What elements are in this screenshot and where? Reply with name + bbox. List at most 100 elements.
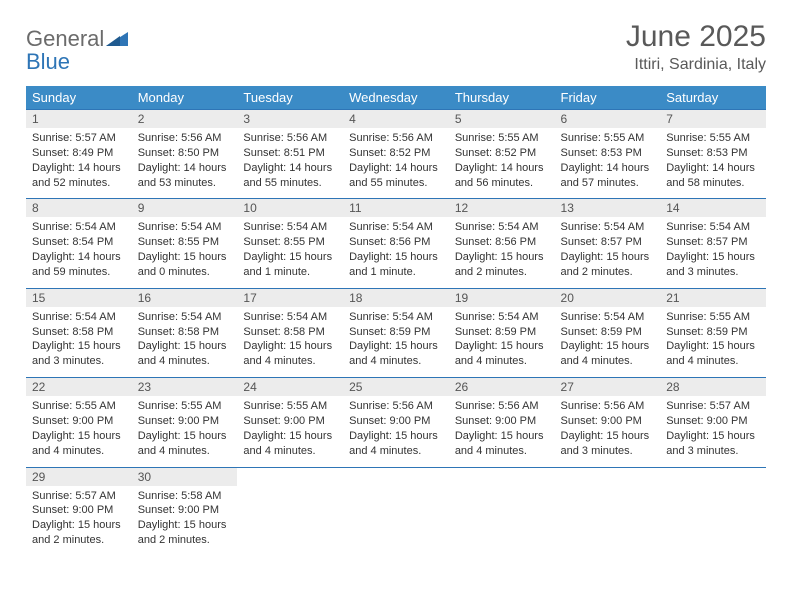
day-data: Sunrise: 5:55 AMSunset: 9:00 PMDaylight:…	[237, 396, 343, 466]
day-cell: 22Sunrise: 5:55 AMSunset: 9:00 PMDayligh…	[26, 378, 132, 467]
day-cell: 8Sunrise: 5:54 AMSunset: 8:54 PMDaylight…	[26, 199, 132, 288]
day-header-sunday: Sunday	[26, 86, 132, 110]
day-number: 15	[26, 289, 132, 307]
day-cell: 5Sunrise: 5:55 AMSunset: 8:52 PMDaylight…	[449, 110, 555, 199]
logo-text-2: Blue	[26, 49, 70, 74]
day-cell: 28Sunrise: 5:57 AMSunset: 9:00 PMDayligh…	[660, 378, 766, 467]
day-data: Sunrise: 5:56 AMSunset: 9:00 PMDaylight:…	[343, 396, 449, 466]
day-cell: ..	[237, 467, 343, 556]
day-number: 24	[237, 378, 343, 396]
day-data: Sunrise: 5:55 AMSunset: 9:00 PMDaylight:…	[26, 396, 132, 466]
day-cell: 2Sunrise: 5:56 AMSunset: 8:50 PMDaylight…	[132, 110, 238, 199]
day-number: 14	[660, 199, 766, 217]
day-cell: 27Sunrise: 5:56 AMSunset: 9:00 PMDayligh…	[555, 378, 661, 467]
day-number: 4	[343, 110, 449, 128]
day-cell: ..	[660, 467, 766, 556]
day-cell: 20Sunrise: 5:54 AMSunset: 8:59 PMDayligh…	[555, 288, 661, 377]
title-block: June 2025 Ittiri, Sardinia, Italy	[626, 20, 766, 74]
day-data: Sunrise: 5:56 AMSunset: 8:50 PMDaylight:…	[132, 128, 238, 198]
day-data: Sunrise: 5:55 AMSunset: 8:53 PMDaylight:…	[660, 128, 766, 198]
week-row: 8Sunrise: 5:54 AMSunset: 8:54 PMDaylight…	[26, 199, 766, 288]
logo: General Blue	[26, 28, 128, 74]
day-cell: 12Sunrise: 5:54 AMSunset: 8:56 PMDayligh…	[449, 199, 555, 288]
day-cell: 1Sunrise: 5:57 AMSunset: 8:49 PMDaylight…	[26, 110, 132, 199]
day-number: 1	[26, 110, 132, 128]
day-data: Sunrise: 5:54 AMSunset: 8:57 PMDaylight:…	[660, 217, 766, 287]
day-data: Sunrise: 5:57 AMSunset: 9:00 PMDaylight:…	[660, 396, 766, 466]
day-data: Sunrise: 5:54 AMSunset: 8:55 PMDaylight:…	[132, 217, 238, 287]
week-row: 1Sunrise: 5:57 AMSunset: 8:49 PMDaylight…	[26, 110, 766, 199]
day-data: Sunrise: 5:54 AMSunset: 8:59 PMDaylight:…	[343, 307, 449, 377]
day-number: 21	[660, 289, 766, 307]
day-cell: 19Sunrise: 5:54 AMSunset: 8:59 PMDayligh…	[449, 288, 555, 377]
day-number: 26	[449, 378, 555, 396]
day-cell: 16Sunrise: 5:54 AMSunset: 8:58 PMDayligh…	[132, 288, 238, 377]
day-cell: 9Sunrise: 5:54 AMSunset: 8:55 PMDaylight…	[132, 199, 238, 288]
day-data: Sunrise: 5:56 AMSunset: 8:51 PMDaylight:…	[237, 128, 343, 198]
day-number: 10	[237, 199, 343, 217]
day-cell: 4Sunrise: 5:56 AMSunset: 8:52 PMDaylight…	[343, 110, 449, 199]
day-number: 25	[343, 378, 449, 396]
day-number: 11	[343, 199, 449, 217]
day-cell: ..	[343, 467, 449, 556]
day-number: 30	[132, 468, 238, 486]
day-data: Sunrise: 5:54 AMSunset: 8:54 PMDaylight:…	[26, 217, 132, 287]
day-data: Sunrise: 5:56 AMSunset: 9:00 PMDaylight:…	[449, 396, 555, 466]
day-data: Sunrise: 5:54 AMSunset: 8:56 PMDaylight:…	[343, 217, 449, 287]
day-header-row: SundayMondayTuesdayWednesdayThursdayFrid…	[26, 86, 766, 110]
day-data: Sunrise: 5:57 AMSunset: 9:00 PMDaylight:…	[26, 486, 132, 556]
day-data: Sunrise: 5:54 AMSunset: 8:58 PMDaylight:…	[237, 307, 343, 377]
day-number: 13	[555, 199, 661, 217]
day-number: 16	[132, 289, 238, 307]
day-number: 12	[449, 199, 555, 217]
day-cell: 25Sunrise: 5:56 AMSunset: 9:00 PMDayligh…	[343, 378, 449, 467]
day-data: Sunrise: 5:56 AMSunset: 8:52 PMDaylight:…	[343, 128, 449, 198]
day-data: Sunrise: 5:56 AMSunset: 9:00 PMDaylight:…	[555, 396, 661, 466]
day-data: Sunrise: 5:55 AMSunset: 8:52 PMDaylight:…	[449, 128, 555, 198]
logo-triangle-icon	[106, 30, 128, 51]
day-cell: 14Sunrise: 5:54 AMSunset: 8:57 PMDayligh…	[660, 199, 766, 288]
day-header-saturday: Saturday	[660, 86, 766, 110]
day-cell: 24Sunrise: 5:55 AMSunset: 9:00 PMDayligh…	[237, 378, 343, 467]
day-number: 2	[132, 110, 238, 128]
day-cell: 13Sunrise: 5:54 AMSunset: 8:57 PMDayligh…	[555, 199, 661, 288]
day-header-tuesday: Tuesday	[237, 86, 343, 110]
day-number: 19	[449, 289, 555, 307]
day-number: 28	[660, 378, 766, 396]
day-cell: 30Sunrise: 5:58 AMSunset: 9:00 PMDayligh…	[132, 467, 238, 556]
day-data: Sunrise: 5:55 AMSunset: 9:00 PMDaylight:…	[132, 396, 238, 466]
day-cell: 6Sunrise: 5:55 AMSunset: 8:53 PMDaylight…	[555, 110, 661, 199]
day-header-monday: Monday	[132, 86, 238, 110]
day-cell: 29Sunrise: 5:57 AMSunset: 9:00 PMDayligh…	[26, 467, 132, 556]
day-data: Sunrise: 5:54 AMSunset: 8:59 PMDaylight:…	[555, 307, 661, 377]
logo-text-1: General	[26, 26, 104, 51]
month-title: June 2025	[626, 20, 766, 54]
day-data: Sunrise: 5:55 AMSunset: 8:59 PMDaylight:…	[660, 307, 766, 377]
day-number: 29	[26, 468, 132, 486]
day-cell: 15Sunrise: 5:54 AMSunset: 8:58 PMDayligh…	[26, 288, 132, 377]
day-cell: 11Sunrise: 5:54 AMSunset: 8:56 PMDayligh…	[343, 199, 449, 288]
day-number: 7	[660, 110, 766, 128]
day-cell: 26Sunrise: 5:56 AMSunset: 9:00 PMDayligh…	[449, 378, 555, 467]
day-data: Sunrise: 5:55 AMSunset: 8:53 PMDaylight:…	[555, 128, 661, 198]
day-number: 23	[132, 378, 238, 396]
day-cell: 3Sunrise: 5:56 AMSunset: 8:51 PMDaylight…	[237, 110, 343, 199]
day-data: Sunrise: 5:54 AMSunset: 8:57 PMDaylight:…	[555, 217, 661, 287]
day-cell: ..	[555, 467, 661, 556]
header: General Blue June 2025 Ittiri, Sardinia,…	[26, 20, 766, 74]
day-cell: 17Sunrise: 5:54 AMSunset: 8:58 PMDayligh…	[237, 288, 343, 377]
day-number: 5	[449, 110, 555, 128]
day-cell: ..	[449, 467, 555, 556]
day-header-wednesday: Wednesday	[343, 86, 449, 110]
day-number: 18	[343, 289, 449, 307]
week-row: 15Sunrise: 5:54 AMSunset: 8:58 PMDayligh…	[26, 288, 766, 377]
day-number: 22	[26, 378, 132, 396]
calendar-table: SundayMondayTuesdayWednesdayThursdayFrid…	[26, 86, 766, 556]
day-data: Sunrise: 5:54 AMSunset: 8:58 PMDaylight:…	[132, 307, 238, 377]
day-data: Sunrise: 5:58 AMSunset: 9:00 PMDaylight:…	[132, 486, 238, 556]
day-number: 20	[555, 289, 661, 307]
day-cell: 10Sunrise: 5:54 AMSunset: 8:55 PMDayligh…	[237, 199, 343, 288]
day-header-thursday: Thursday	[449, 86, 555, 110]
day-number: 3	[237, 110, 343, 128]
day-data: Sunrise: 5:54 AMSunset: 8:56 PMDaylight:…	[449, 217, 555, 287]
